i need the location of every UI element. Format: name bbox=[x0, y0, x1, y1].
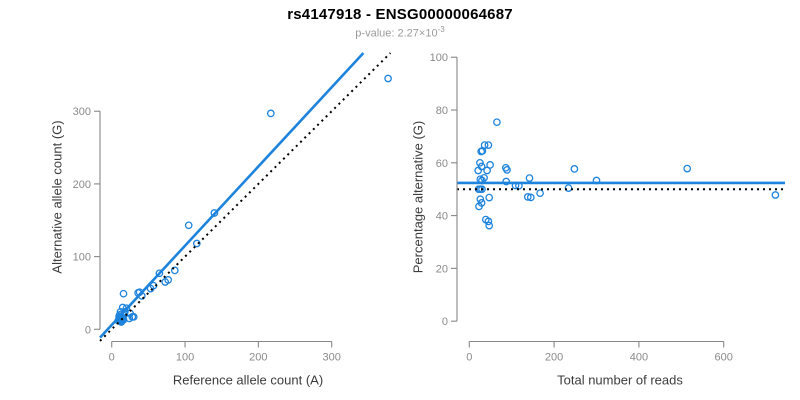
data-point bbox=[570, 165, 579, 173]
data-point bbox=[266, 109, 275, 118]
pvalue-exponent: -3 bbox=[437, 25, 445, 34]
figure-subtitle: p-value: 2.27×10-3 bbox=[0, 25, 800, 40]
data-point bbox=[122, 304, 131, 313]
data-point bbox=[119, 289, 128, 298]
fit-line bbox=[99, 52, 365, 339]
data-point bbox=[485, 221, 494, 230]
data-point bbox=[536, 189, 544, 198]
data-point bbox=[155, 269, 164, 278]
x-tick-label: 200 bbox=[249, 352, 267, 364]
data-point bbox=[503, 166, 511, 174]
data-point bbox=[484, 141, 493, 149]
data-point bbox=[480, 141, 489, 149]
x-tick-label: 600 bbox=[715, 352, 733, 364]
axes-allele-counts: 0 100 200 300 0 100 200 300 bbox=[73, 106, 341, 363]
x-tick-label: 300 bbox=[322, 352, 340, 364]
points-allele-counts bbox=[114, 74, 392, 326]
y-tick-label: 0 bbox=[442, 316, 448, 328]
data-point bbox=[493, 118, 501, 127]
data-point bbox=[526, 193, 535, 202]
data-point bbox=[484, 217, 493, 226]
points-percentage-vs-reads bbox=[474, 118, 780, 230]
data-point bbox=[477, 162, 486, 171]
data-point bbox=[170, 266, 179, 275]
identity-line bbox=[99, 52, 392, 342]
left-plot-x-axis-label: Reference allele count (A) bbox=[172, 372, 324, 388]
y-tick-label: 0 bbox=[85, 324, 91, 336]
data-point bbox=[483, 166, 491, 175]
x-tick-label: 0 bbox=[466, 352, 472, 364]
x-tick-label: 100 bbox=[176, 352, 194, 364]
x-tick-label: 400 bbox=[630, 352, 648, 364]
y-tick-label: 300 bbox=[73, 106, 91, 118]
data-point bbox=[128, 313, 137, 321]
data-point bbox=[164, 276, 173, 284]
data-point bbox=[502, 177, 511, 186]
data-point bbox=[771, 191, 780, 199]
right-plot-x-axis-label: Total number of reads bbox=[557, 372, 683, 388]
data-point bbox=[525, 174, 534, 182]
axes-percentage-vs-reads: 0 200 400 600 0 20 40 60 80 100 bbox=[430, 52, 733, 363]
y-tick-label: 100 bbox=[430, 52, 448, 64]
data-point bbox=[384, 74, 392, 83]
x-tick-label: 0 bbox=[109, 352, 115, 364]
data-point bbox=[118, 303, 127, 312]
y-tick-label: 20 bbox=[436, 263, 448, 275]
y-tick-label: 100 bbox=[73, 252, 91, 264]
data-point bbox=[564, 184, 573, 192]
data-point bbox=[683, 164, 692, 173]
data-point bbox=[210, 209, 219, 217]
data-point bbox=[184, 221, 193, 230]
data-point bbox=[480, 173, 488, 182]
pvalue-text: p-value: 2.27×10 bbox=[355, 27, 438, 40]
data-point bbox=[476, 158, 484, 167]
data-point bbox=[192, 239, 201, 248]
data-point bbox=[476, 195, 485, 204]
right-plot-y-axis-label: Percentage alternative (G) bbox=[410, 120, 426, 274]
data-point bbox=[485, 193, 494, 202]
data-point bbox=[477, 199, 486, 207]
x-tick-label: 200 bbox=[545, 352, 563, 364]
chart-percentage-vs-reads: 0 200 400 600 0 20 40 60 80 100 bbox=[430, 52, 785, 364]
y-tick-label: 200 bbox=[73, 179, 91, 191]
y-tick-label: 80 bbox=[436, 105, 448, 117]
data-point bbox=[523, 193, 532, 201]
figure-title: rs4147918 - ENSG00000064687 bbox=[287, 6, 513, 23]
y-tick-label: 40 bbox=[436, 211, 448, 223]
data-point bbox=[478, 185, 486, 194]
chart-allele-counts: 0 100 200 300 0 100 200 300 bbox=[73, 52, 392, 364]
data-point bbox=[121, 307, 129, 316]
y-tick-label: 60 bbox=[436, 158, 448, 170]
left-plot-y-axis-label: Alternative allele count (G) bbox=[49, 120, 65, 274]
